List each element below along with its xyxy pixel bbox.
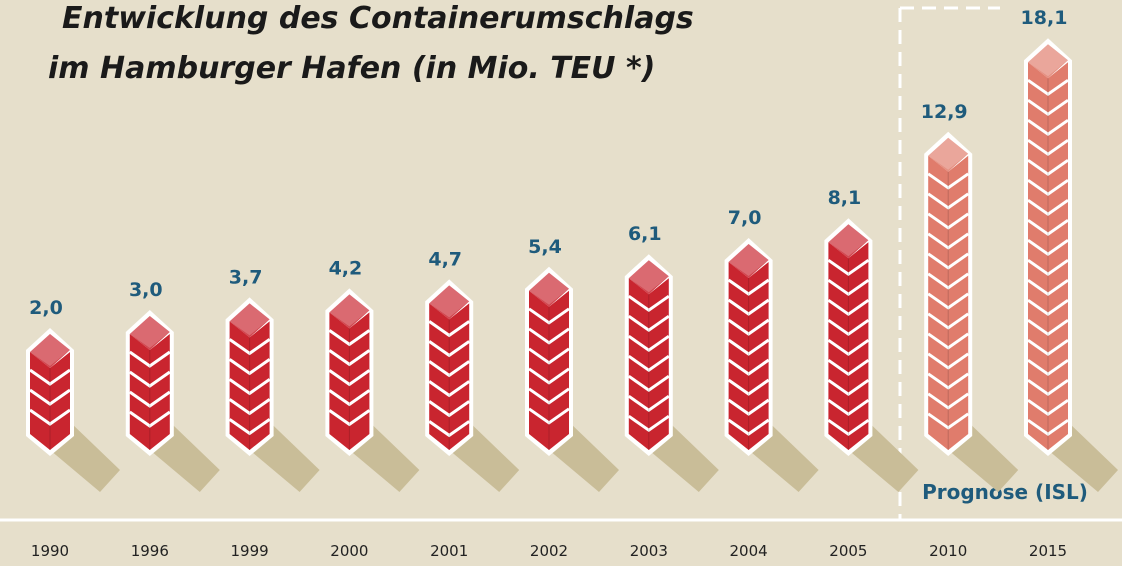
x-tick-label: 2010 — [929, 542, 967, 560]
value-label: 6,1 — [628, 223, 662, 245]
value-label: 5,4 — [528, 236, 562, 258]
x-tick-label: 2001 — [430, 542, 468, 560]
value-label: 7,0 — [728, 207, 762, 229]
x-tick-label: 2000 — [330, 542, 368, 560]
chart-title: Entwicklung des Containerumschlags — [62, 1, 694, 36]
x-tick-label: 2002 — [530, 542, 568, 560]
value-label: 4,2 — [329, 257, 363, 279]
x-tick-label: 2015 — [1029, 542, 1067, 560]
chart: Entwicklung des Containerumschlags im Ha… — [0, 0, 1122, 566]
value-label: 18,1 — [1021, 7, 1068, 29]
value-label: 4,7 — [428, 248, 462, 270]
x-tick-label: 2003 — [630, 542, 668, 560]
x-tick-label: 1999 — [231, 542, 269, 560]
x-tick-label: 1990 — [31, 542, 69, 560]
x-tick-label: 2004 — [730, 542, 768, 560]
chart-title: im Hamburger Hafen (in Mio. TEU *) — [48, 51, 655, 86]
value-label: 8,1 — [828, 187, 862, 209]
value-label: 2,0 — [29, 297, 63, 319]
x-tick-label: 1996 — [131, 542, 169, 560]
value-label: 12,9 — [921, 101, 968, 123]
value-label: 3,0 — [129, 279, 163, 301]
x-tick-label: 2005 — [829, 542, 867, 560]
value-label: 3,7 — [229, 266, 263, 288]
